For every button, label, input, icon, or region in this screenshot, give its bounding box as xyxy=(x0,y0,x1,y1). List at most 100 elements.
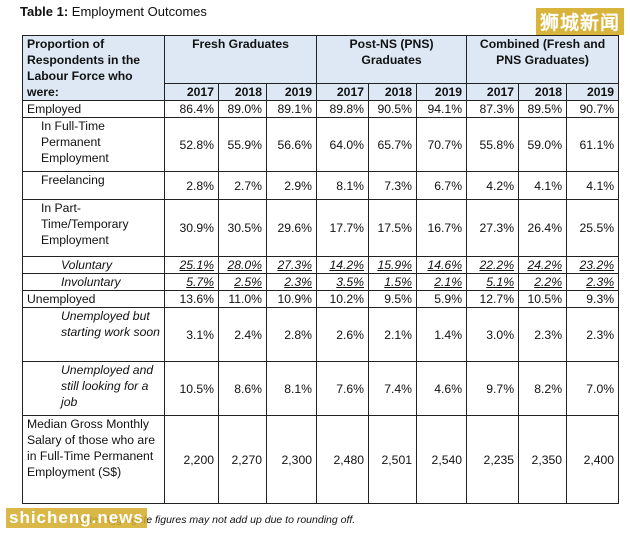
header-year: 2017 xyxy=(164,82,219,102)
table-caption: Table 1: Employment Outcomes xyxy=(20,4,207,19)
watermark-url: shicheng.news xyxy=(6,508,147,528)
table-cell: 2,235 xyxy=(466,415,520,504)
table-cell: 7.4% xyxy=(368,361,418,416)
table-cell: 2.6% xyxy=(316,307,370,362)
table-cell: 2.8% xyxy=(164,171,219,200)
table-cell: 64.0% xyxy=(316,117,370,172)
table-cell: 26.4% xyxy=(518,199,568,257)
table-cell: 2,270 xyxy=(218,415,267,504)
row-label: Unemployed but starting work soon xyxy=(22,307,165,362)
row-label: Unemployed and still looking for a job xyxy=(22,361,165,416)
table-cell: 17.5% xyxy=(368,199,418,257)
table-cell: 2,400 xyxy=(566,415,620,504)
table-cell: 86.4% xyxy=(164,100,219,118)
table-cell: 1.5% xyxy=(368,273,418,291)
table-cell: 16.7% xyxy=(416,199,468,257)
table-cell: 13.6% xyxy=(164,290,219,308)
header-year: 2019 xyxy=(265,82,318,102)
header-year: 2017 xyxy=(316,82,370,102)
table-row-starting-soon: Unemployed but starting work soon 3.1% 2… xyxy=(22,307,620,362)
table-row-still-looking: Unemployed and still looking for a job 1… xyxy=(22,361,620,416)
table-cell: 5.9% xyxy=(416,290,468,308)
table-cell: 11.0% xyxy=(218,290,267,308)
table-cell: 9.7% xyxy=(466,361,520,416)
table-cell: 2.8% xyxy=(265,307,318,362)
table-cell: 2.2% xyxy=(518,273,568,291)
table-cell: 23.2% xyxy=(566,256,620,274)
table-cell: 89.8% xyxy=(316,100,370,118)
table-cell: 8.6% xyxy=(218,361,267,416)
table-row-part-time: In Part-Time/Temporary Employment 30.9% … xyxy=(22,199,620,257)
table-cell: 28.0% xyxy=(218,256,267,274)
table-cell: 30.5% xyxy=(218,199,267,257)
table-cell: 9.3% xyxy=(566,290,620,308)
table-cell: 4.1% xyxy=(566,171,620,200)
row-label: Unemployed xyxy=(22,290,165,308)
table-cell: 2.7% xyxy=(218,171,267,200)
table-cell: 25.5% xyxy=(566,199,620,257)
watermark-logo: 狮城新闻 xyxy=(535,8,624,35)
table-row-freelancing: Freelancing 2.8% 2.7% 2.9% 8.1% 7.3% 6.7… xyxy=(22,171,620,200)
table-cell: 2,300 xyxy=(265,415,318,504)
table-row-unemployed: Unemployed 13.6% 11.0% 10.9% 10.2% 9.5% … xyxy=(22,290,620,308)
table-cell: 4.6% xyxy=(416,361,468,416)
table-cell: 27.3% xyxy=(466,199,520,257)
table-cell: 2,350 xyxy=(518,415,568,504)
header-group-combined: Combined (Fresh and PNS Graduates) xyxy=(466,35,620,84)
table-cell: 2.3% xyxy=(265,273,318,291)
table-row-voluntary: Voluntary 25.1% 28.0% 27.3% 14.2% 15.9% … xyxy=(22,256,620,274)
row-label: In Part-Time/Temporary Employment xyxy=(22,199,165,257)
employment-outcomes-table: Proportion of Respondents in the Labour … xyxy=(22,35,620,504)
table-cell: 56.6% xyxy=(265,117,318,172)
table-cell: 14.6% xyxy=(416,256,468,274)
table-cell: 55.8% xyxy=(466,117,520,172)
table-cell: 65.7% xyxy=(368,117,418,172)
header-year: 2018 xyxy=(218,82,267,102)
row-label: Median Gross Monthly Salary of those who… xyxy=(22,415,165,504)
table-cell: 2,480 xyxy=(316,415,370,504)
header-row-label: Proportion of Respondents in the Labour … xyxy=(22,35,165,101)
table-cell: 1.4% xyxy=(416,307,468,362)
table-cell: 10.2% xyxy=(316,290,370,308)
table-cell: 4.1% xyxy=(518,171,568,200)
table-cell: 10.5% xyxy=(518,290,568,308)
table-cell: 2.1% xyxy=(416,273,468,291)
table-cell: 6.7% xyxy=(416,171,468,200)
table-cell: 8.2% xyxy=(518,361,568,416)
table-cell: 24.2% xyxy=(518,256,568,274)
table-cell: 59.0% xyxy=(518,117,568,172)
row-label: Employed xyxy=(22,100,165,118)
table-cell: 2,200 xyxy=(164,415,219,504)
header-year: 2017 xyxy=(466,82,520,102)
table-cell: 15.9% xyxy=(368,256,418,274)
table-cell: 2,501 xyxy=(368,415,418,504)
table-cell: 89.0% xyxy=(218,100,267,118)
table-cell: 17.7% xyxy=(316,199,370,257)
header-year: 2019 xyxy=(416,82,468,102)
table-cell: 2.9% xyxy=(265,171,318,200)
table-cell: 7.3% xyxy=(368,171,418,200)
table-cell: 89.1% xyxy=(265,100,318,118)
table-cell: 30.9% xyxy=(164,199,219,257)
header-year: 2018 xyxy=(368,82,418,102)
header-group-fresh: Fresh Graduates xyxy=(163,35,318,84)
table-cell: 2,540 xyxy=(416,415,468,504)
table-cell: 2.4% xyxy=(218,307,267,362)
table-cell: 61.1% xyxy=(566,117,620,172)
table-cell: 5.7% xyxy=(164,273,219,291)
table-cell: 2.1% xyxy=(368,307,418,362)
header-group-pns: Post-NS (PNS) Graduates xyxy=(316,35,468,84)
table-cell: 12.7% xyxy=(466,290,520,308)
table-cell: 27.3% xyxy=(265,256,318,274)
header-year: 2019 xyxy=(566,82,620,102)
table-cell: 3.5% xyxy=(316,273,370,291)
table-cell: 25.1% xyxy=(164,256,219,274)
table-cell: 22.2% xyxy=(466,256,520,274)
table-cell: 7.0% xyxy=(566,361,620,416)
table-cell: 70.7% xyxy=(416,117,468,172)
row-label: Freelancing xyxy=(22,171,165,200)
header-year: 2018 xyxy=(518,82,568,102)
table-cell: 2.3% xyxy=(518,307,568,362)
table-cell: 94.1% xyxy=(416,100,468,118)
table-cell: 8.1% xyxy=(265,361,318,416)
